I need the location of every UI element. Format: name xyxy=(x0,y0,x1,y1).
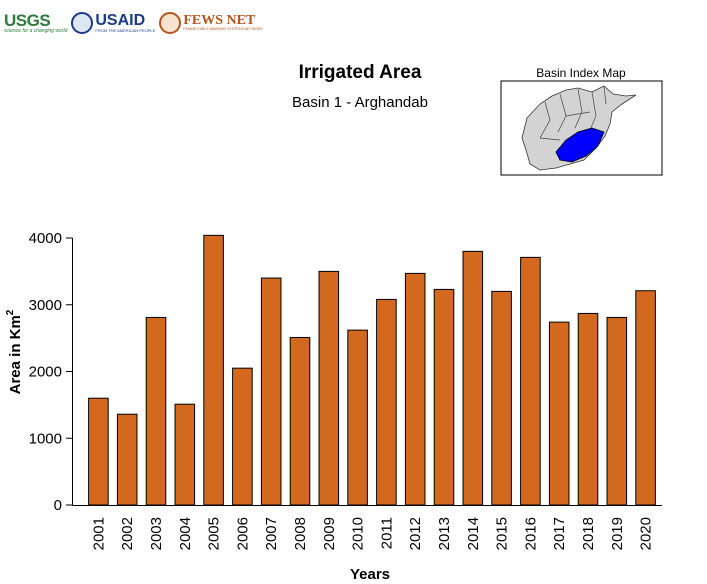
highlighted-basin-shape xyxy=(555,127,605,163)
bar-2005 xyxy=(203,234,224,506)
usgs-tagline: science for a changing world xyxy=(4,28,68,34)
y-axis-label-superscript: 2 xyxy=(5,309,16,315)
x-tick-label-2014: 2014 xyxy=(465,517,482,550)
bar-2009 xyxy=(318,270,340,506)
chart-subtitle: Basin 1 - Arghandab xyxy=(292,94,428,111)
bar-2019 xyxy=(606,316,628,506)
usaid-tagline: FROM THE AMERICAN PEOPLE xyxy=(95,28,156,33)
logo-strip: USGS science for a changing world USAID … xyxy=(4,8,263,38)
y-tick-label-2000: 2000 xyxy=(29,364,62,381)
y-axis-label-text: Area in Km xyxy=(7,315,24,394)
bar-2014 xyxy=(462,250,484,506)
fews-logo-text: FEWS NET xyxy=(183,13,256,29)
y-tick-label-3000: 3000 xyxy=(29,297,62,314)
x-tick-label-2009: 2009 xyxy=(321,517,338,550)
usaid-seal-icon xyxy=(71,12,94,34)
y-tick-label-4000: 4000 xyxy=(29,230,62,247)
y-tick-label-1000: 1000 xyxy=(29,430,62,447)
x-tick-label-2015: 2015 xyxy=(494,517,511,550)
x-tick-label-2019: 2019 xyxy=(609,517,626,550)
x-tick-label-2016: 2016 xyxy=(522,517,539,550)
bar-2001 xyxy=(88,397,109,506)
usgs-logo: USGS science for a changing world xyxy=(4,12,67,34)
basin-index-map: Basin Index Map xyxy=(500,66,663,176)
x-tick-label-2011: 2011 xyxy=(378,517,395,549)
usaid-logo-text: USAID xyxy=(95,12,146,29)
x-tick-label-2012: 2012 xyxy=(407,517,424,550)
y-tick-label-0: 0 xyxy=(54,497,62,514)
bar-series xyxy=(88,234,656,506)
x-tick-label-2004: 2004 xyxy=(177,517,194,550)
x-tick-label-2002: 2002 xyxy=(119,517,136,550)
bar-2010 xyxy=(347,329,368,506)
bar-2018 xyxy=(577,312,599,506)
bar-2011 xyxy=(376,298,397,506)
fews-globe-icon xyxy=(159,12,182,34)
x-tick-label-2006: 2006 xyxy=(234,517,251,550)
bar-2007 xyxy=(260,277,282,506)
x-tick-label-2017: 2017 xyxy=(551,517,568,550)
y-axis-ticks: 0 1000 2000 3000 4000 xyxy=(29,230,73,514)
bar-2016 xyxy=(520,256,541,506)
x-tick-label-2020: 2020 xyxy=(638,517,655,550)
x-tick-label-2008: 2008 xyxy=(292,517,309,550)
x-tick-label-2007: 2007 xyxy=(263,517,280,550)
bar-2017 xyxy=(548,321,570,506)
usaid-logo: USAID FROM THE AMERICAN PEOPLE xyxy=(71,12,155,34)
x-tick-label-2001: 2001 xyxy=(90,517,107,550)
inset-title: Basin Index Map xyxy=(536,66,626,80)
x-tick-label-2013: 2013 xyxy=(436,517,453,550)
fews-tagline: FAMINE EARLY WARNING SYSTEMS NETWORK xyxy=(183,27,263,32)
bar-2020 xyxy=(635,290,656,506)
x-tick-label-2018: 2018 xyxy=(580,517,597,550)
bar-2012 xyxy=(404,272,426,506)
fews-logo: FEWS NET FAMINE EARLY WARNING SYSTEMS NE… xyxy=(159,12,263,34)
bar-2004 xyxy=(174,403,196,506)
bar-2008 xyxy=(289,336,311,506)
afghanistan-basins-shape xyxy=(521,85,637,171)
bar-2006 xyxy=(232,367,253,506)
bar-2003 xyxy=(145,316,167,506)
x-tick-label-2005: 2005 xyxy=(206,517,223,550)
x-tick-label-2003: 2003 xyxy=(148,517,165,550)
x-tick-label-2010: 2010 xyxy=(350,517,367,550)
bar-2013 xyxy=(433,288,455,506)
chart-title: Irrigated Area xyxy=(299,62,422,83)
bar-2015 xyxy=(491,290,512,506)
y-axis-label: Area in Km2 xyxy=(5,309,24,394)
x-axis-label: Years xyxy=(350,566,390,583)
x-axis-ticks: 2001 2002 2003 2004 2005 2006 2007 2008 2009 2010… xyxy=(90,517,654,550)
usgs-logo-text: USGS xyxy=(4,11,51,30)
basin-divisions xyxy=(539,86,607,141)
bar-2002 xyxy=(116,413,138,506)
